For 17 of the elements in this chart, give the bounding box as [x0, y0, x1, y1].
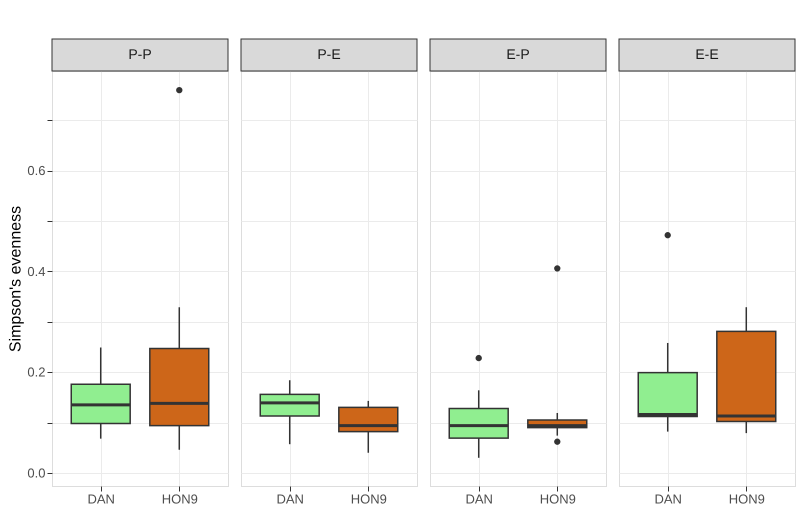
chart-title: P-P — [128, 46, 152, 62]
chart-title: E-E — [695, 46, 719, 62]
x-tick-label: HON9 — [728, 492, 765, 506]
x-tick-label: DAN — [87, 492, 115, 506]
x-tick-label: HON9 — [540, 492, 576, 506]
chart-title: E-P — [506, 46, 530, 62]
y-tick-label: 0.0 — [27, 465, 46, 480]
x-tick-label: DAN — [465, 492, 493, 506]
chart-title: P-E — [317, 46, 341, 62]
y-tick-label: 0.4 — [27, 264, 46, 279]
x-tick-label: DAN — [276, 492, 304, 506]
x-tick-label: DAN — [654, 492, 682, 506]
x-tick-label: HON9 — [350, 492, 387, 506]
y-axis-title: Simpson's evenness — [7, 206, 24, 352]
y-tick-label: 0.6 — [27, 163, 46, 178]
x-tick-label: HON9 — [162, 492, 198, 506]
y-tick-label: 0.2 — [27, 364, 46, 380]
